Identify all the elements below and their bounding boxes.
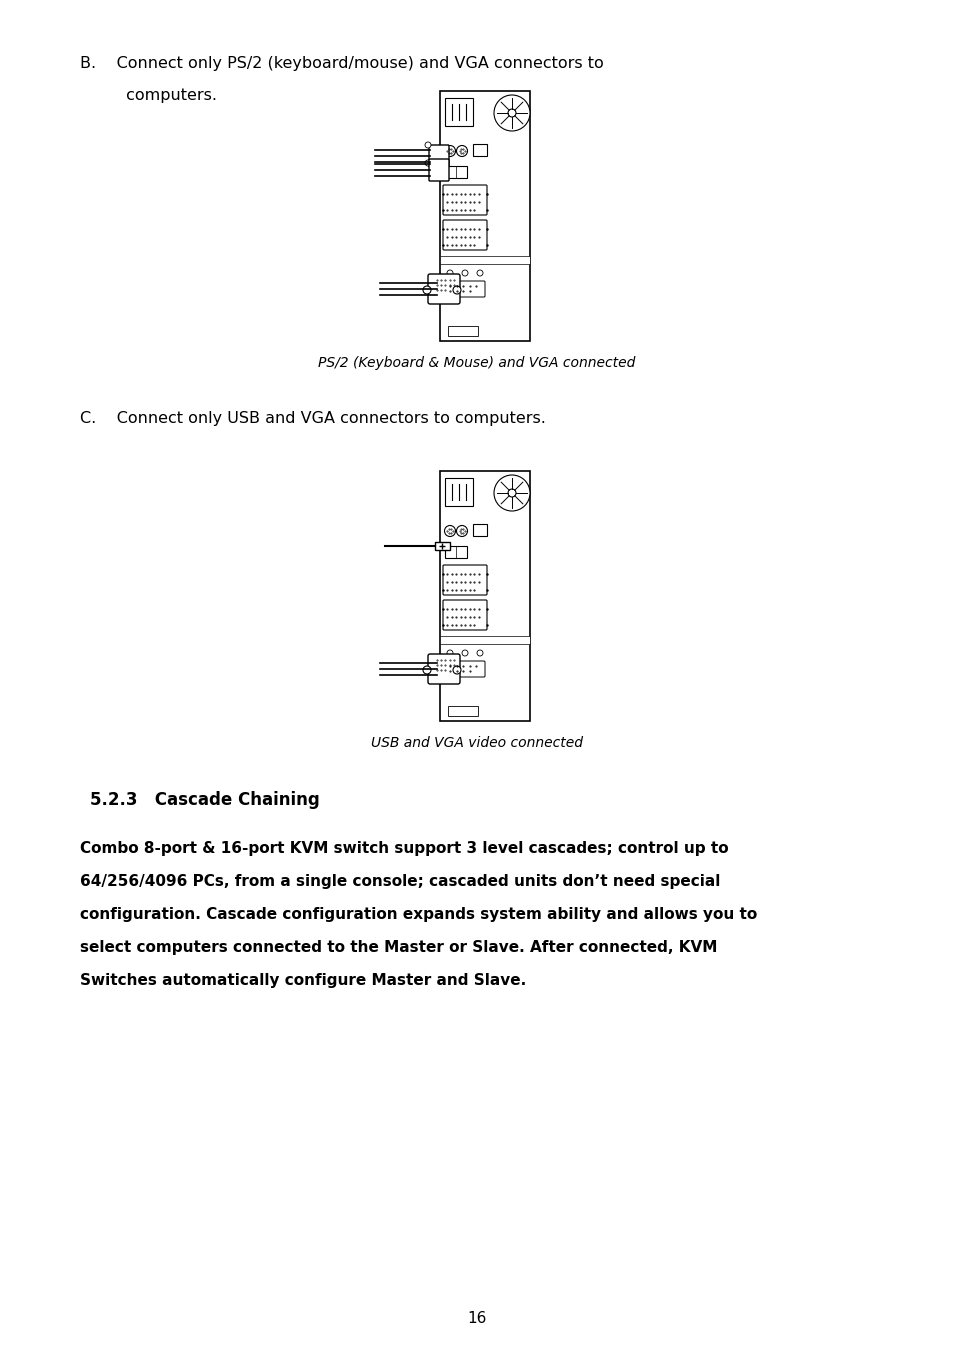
Text: PS/2 (Keyboard & Mouse) and VGA connected: PS/2 (Keyboard & Mouse) and VGA connecte… [318, 357, 635, 370]
FancyBboxPatch shape [428, 654, 459, 684]
Circle shape [494, 95, 530, 131]
Circle shape [453, 666, 460, 674]
Circle shape [447, 650, 453, 657]
Text: USB and VGA video connected: USB and VGA video connected [371, 736, 582, 750]
Text: Combo 8-port & 16-port KVM switch support 3 level cascades; control up to: Combo 8-port & 16-port KVM switch suppor… [80, 842, 728, 857]
FancyBboxPatch shape [428, 274, 459, 304]
Text: 64/256/4096 PCs, from a single console; cascaded units don’t need special: 64/256/4096 PCs, from a single console; … [80, 874, 720, 889]
Circle shape [507, 489, 516, 497]
Bar [444, 166, 467, 178]
Circle shape [422, 286, 431, 295]
Bar [444, 99, 473, 126]
Text: Switches automatically configure Master and Slave.: Switches automatically configure Master … [80, 973, 526, 988]
FancyBboxPatch shape [442, 220, 486, 250]
Text: configuration. Cascade configuration expands system ability and allows you to: configuration. Cascade configuration exp… [80, 907, 757, 921]
Bar [435, 542, 450, 550]
Bar [473, 524, 486, 536]
FancyBboxPatch shape [442, 185, 486, 215]
FancyBboxPatch shape [444, 661, 484, 677]
Circle shape [461, 270, 468, 276]
Bar [439, 636, 530, 644]
Circle shape [424, 159, 431, 166]
Circle shape [476, 650, 482, 657]
Text: 16: 16 [467, 1310, 486, 1325]
Bar [444, 478, 473, 507]
Bar [439, 471, 530, 721]
Circle shape [444, 526, 455, 536]
Text: 5.2.3   Cascade Chaining: 5.2.3 Cascade Chaining [90, 790, 319, 809]
FancyBboxPatch shape [442, 600, 486, 630]
Text: B.    Connect only PS/2 (keyboard/mouse) and VGA connectors to: B. Connect only PS/2 (keyboard/mouse) an… [80, 55, 603, 72]
Circle shape [476, 270, 482, 276]
Text: select computers connected to the Master or Slave. After connected, KVM: select computers connected to the Master… [80, 940, 717, 955]
FancyBboxPatch shape [444, 281, 484, 297]
FancyBboxPatch shape [429, 159, 449, 181]
Circle shape [422, 666, 431, 674]
Bar [439, 255, 530, 263]
Bar [444, 546, 467, 558]
Circle shape [456, 146, 467, 157]
Circle shape [424, 142, 431, 149]
Circle shape [444, 146, 455, 157]
Bar [439, 91, 530, 340]
Circle shape [447, 270, 453, 276]
Bar [448, 707, 477, 716]
Circle shape [456, 526, 467, 536]
Bar [448, 326, 477, 336]
Bar [473, 145, 486, 155]
Circle shape [453, 286, 460, 295]
FancyBboxPatch shape [442, 565, 486, 594]
Text: C.    Connect only USB and VGA connectors to computers.: C. Connect only USB and VGA connectors t… [80, 411, 545, 426]
Text: computers.: computers. [80, 88, 216, 103]
Circle shape [507, 109, 516, 118]
Circle shape [494, 476, 530, 511]
FancyBboxPatch shape [429, 145, 449, 168]
Circle shape [461, 650, 468, 657]
